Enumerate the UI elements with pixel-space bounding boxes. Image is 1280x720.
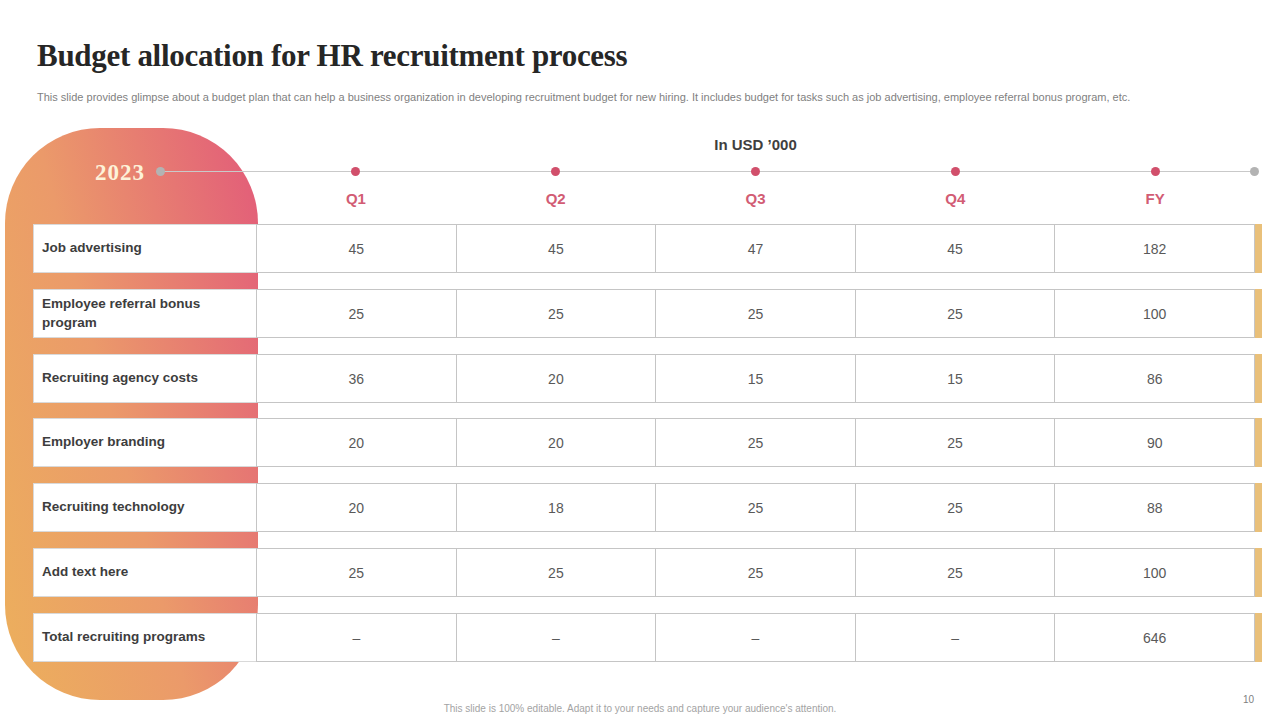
table-cell: 86 [1054,354,1255,403]
timeline-marker-dot [551,167,560,176]
table-cell: 15 [855,354,1056,403]
table-cell: 90 [1054,418,1255,467]
row-accent-strip [1255,354,1262,403]
row-label: Job advertising [33,224,257,273]
row-label-text: Job advertising [42,239,142,257]
timeline-marker-dot [1151,167,1160,176]
table-cell: 25 [256,289,457,338]
column-header-q2: Q2 [456,190,656,207]
row-label-text: Add text here [42,563,128,581]
timeline-dot-cell [256,167,456,176]
table-cell: 20 [256,418,457,467]
table-cell: 25 [256,548,457,597]
table-cell: 20 [256,483,457,532]
row-label-text: Total recruiting programs [42,628,205,646]
table-cell: – [855,613,1056,662]
table-cell: 100 [1054,289,1255,338]
timeline-dot-cell [1055,167,1255,176]
table-cell: 25 [655,289,856,338]
timeline-marker-dot [351,167,360,176]
table-row: 2020252590 [256,418,1262,467]
row-label-text: Employer branding [42,433,165,451]
table-cell: 100 [1054,548,1255,597]
table-cell: 25 [855,289,1056,338]
row-label: Total recruiting programs [33,613,257,662]
column-header-fy: FY [1055,190,1255,207]
timeline-dots [256,167,1255,176]
column-header-q3: Q3 [656,190,856,207]
table-cell: 25 [655,548,856,597]
row-accent-strip [1255,224,1262,273]
row-label: Employee referral bonus program [33,289,257,338]
table-cell: 45 [456,224,657,273]
table-cell: 20 [456,354,657,403]
row-label-text: Recruiting technology [42,498,185,516]
row-label: Recruiting agency costs [33,354,257,403]
column-header-q4: Q4 [855,190,1055,207]
page-title: Budget allocation for HR recruitment pro… [37,38,937,74]
table-cell: 25 [456,289,657,338]
timeline-start-dot [156,167,165,176]
table-cell: 25 [855,483,1056,532]
row-label: Employer branding [33,418,257,467]
page-subtitle: This slide provides glimpse about a budg… [37,91,1237,103]
table-cell: 25 [855,548,1056,597]
column-header-q1: Q1 [256,190,456,207]
table-cell: 45 [855,224,1056,273]
page-number: 10 [1243,694,1254,705]
footer-note: This slide is 100% editable. Adapt it to… [0,703,1280,714]
table-cell: 25 [456,548,657,597]
table-cell: 25 [855,418,1056,467]
table-row: 2018252588 [256,483,1262,532]
table-cell: 25 [655,418,856,467]
table-cell: 15 [655,354,856,403]
timeline-marker-dot [951,167,960,176]
table-cell: – [456,613,657,662]
row-accent-strip [1255,289,1262,338]
table-cell: – [655,613,856,662]
table-cell: – [256,613,457,662]
units-label: In USD ’000 [256,136,1255,153]
slide: Budget allocation for HR recruitment pro… [0,0,1280,720]
table-row: 25252525100 [256,548,1262,597]
row-label: Add text here [33,548,257,597]
row-accent-strip [1255,418,1262,467]
table-row: 3620151586 [256,354,1262,403]
table-cell: 25 [655,483,856,532]
row-accent-strip [1255,483,1262,532]
row-label-text: Recruiting agency costs [42,369,198,387]
table-row: ––––646 [256,613,1262,662]
row-accent-strip [1255,613,1262,662]
table-cell: 45 [256,224,457,273]
table-cell: 88 [1054,483,1255,532]
table-cell: 47 [655,224,856,273]
row-label-text: Employee referral bonus program [42,295,256,331]
table-cell: 36 [256,354,457,403]
row-accent-strip [1255,548,1262,597]
table-row: 45454745182 [256,224,1262,273]
table-cell: 182 [1054,224,1255,273]
table-cell: 20 [456,418,657,467]
column-headers: Q1Q2Q3Q4FY [256,190,1255,207]
timeline-marker-dot [751,167,760,176]
timeline-dot-cell [855,167,1055,176]
timeline-dot-cell [456,167,656,176]
row-label: Recruiting technology [33,483,257,532]
timeline-dot-cell [656,167,856,176]
table-row: 25252525100 [256,289,1262,338]
table-cell: 18 [456,483,657,532]
table-cell: 646 [1054,613,1255,662]
